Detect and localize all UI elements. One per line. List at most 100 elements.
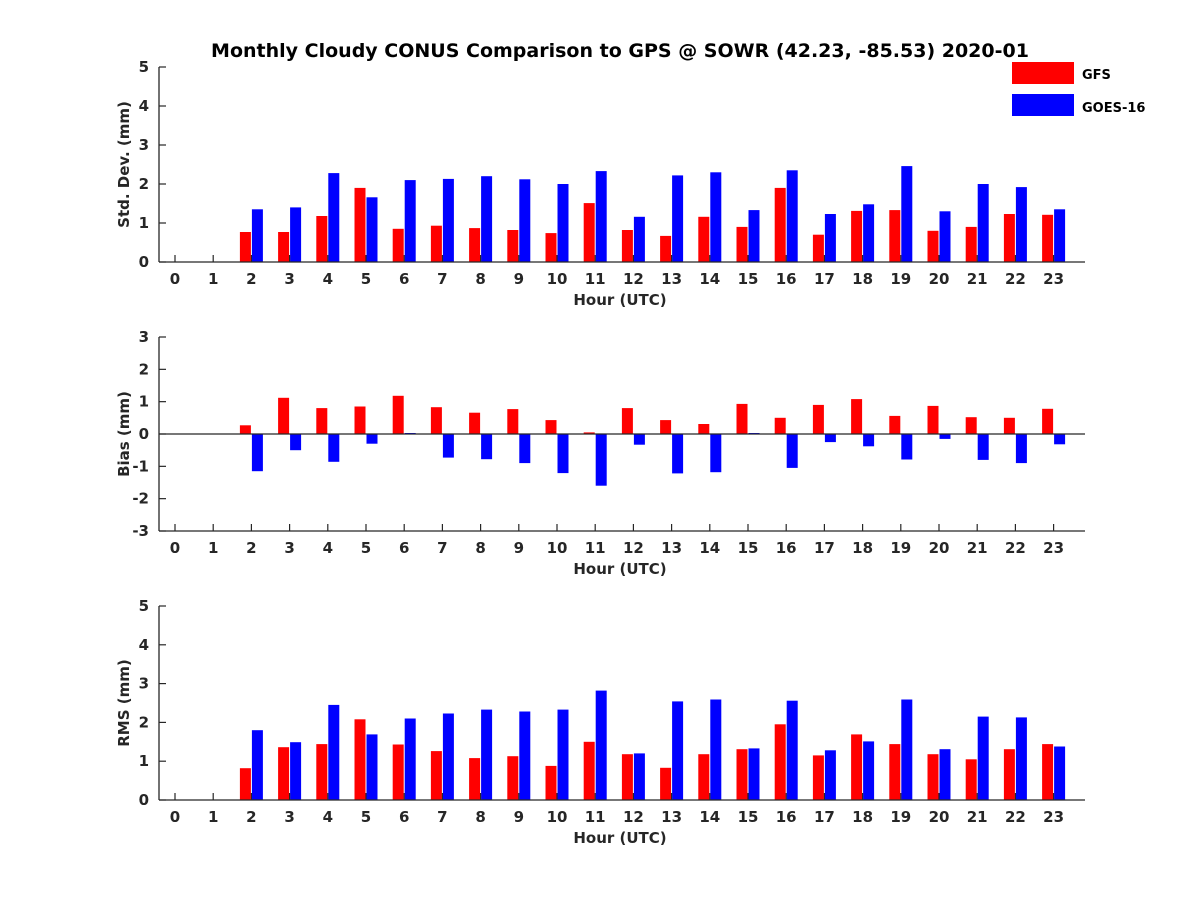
legend-label-goes16: GOES-16	[1082, 101, 1145, 116]
std-dev-xtick-label: 2	[246, 270, 256, 288]
rms-xtick-label: 20	[929, 808, 950, 826]
rms-bar-goes16-18	[863, 741, 875, 800]
bias-ytick-label: 3	[139, 328, 149, 346]
rms-bar-goes16-22	[1015, 717, 1027, 800]
std-dev-bar-goes16-2	[251, 209, 263, 262]
bias-xtick-label: 13	[661, 539, 682, 557]
std-dev-bar-gfs-2	[239, 232, 251, 262]
rms-xtick-label: 7	[437, 808, 447, 826]
bias-xtick-label: 11	[585, 539, 606, 557]
rms-xtick-label: 18	[852, 808, 873, 826]
rms-xtick-label: 19	[890, 808, 911, 826]
bias-bar-gfs-13	[660, 420, 672, 434]
bias-bar-gfs-14	[698, 424, 710, 434]
std-dev-xtick-label: 23	[1043, 270, 1064, 288]
rms-bar-gfs-22	[1003, 749, 1015, 800]
std-dev-bar-goes16-12	[633, 216, 645, 262]
rms-bar-gfs-8	[469, 758, 481, 800]
std-dev-bar-goes16-8	[481, 176, 493, 262]
std-dev-xtick-label: 17	[814, 270, 835, 288]
bias-bar-gfs-22	[1003, 417, 1015, 434]
rms-xtick-label: 15	[738, 808, 759, 826]
rms-xtick-label: 1	[208, 808, 218, 826]
rms-bar-gfs-14	[698, 754, 710, 800]
std-dev-xtick-label: 20	[929, 270, 950, 288]
std-dev-xtick-label: 1	[208, 270, 218, 288]
rms-ylabel: RMS (mm)	[115, 659, 133, 746]
rms-bar-goes16-2	[251, 730, 263, 800]
rms-bar-goes16-12	[633, 753, 645, 800]
rms-bar-gfs-9	[507, 756, 519, 800]
bias-bar-goes16-13	[672, 434, 684, 474]
rms-xtick-label: 2	[246, 808, 256, 826]
std-dev-bar-gfs-10	[545, 233, 557, 262]
rms-bar-goes16-20	[939, 749, 951, 800]
std-dev-xtick-label: 11	[585, 270, 606, 288]
std-dev-ytick-label: 3	[139, 136, 149, 154]
std-dev-bar-goes16-7	[442, 178, 454, 262]
rms-ytick-label: 0	[139, 791, 149, 809]
rms-ytick-label: 4	[139, 636, 149, 654]
rms-bar-gfs-6	[392, 744, 404, 800]
rms-bar-gfs-4	[316, 744, 328, 800]
std-dev-bar-goes16-18	[863, 204, 875, 262]
rms-bar-goes16-5	[366, 734, 378, 800]
bias-bar-goes16-18	[863, 434, 875, 447]
bias-bar-goes16-5	[366, 434, 378, 444]
std-dev-bar-gfs-13	[660, 235, 672, 262]
rms-bar-goes16-23	[1054, 746, 1066, 800]
std-dev-bar-goes16-23	[1054, 209, 1066, 262]
bias-ytick-label: -2	[132, 490, 149, 508]
rms-bar-gfs-23	[1042, 744, 1054, 800]
bias-xtick-label: 14	[699, 539, 720, 557]
rms-xlabel: Hour (UTC)	[573, 829, 666, 847]
rms-bar-gfs-2	[239, 768, 251, 800]
bias-bar-gfs-5	[354, 406, 366, 434]
legend-swatch-goes16	[1012, 94, 1074, 116]
rms-bar-gfs-10	[545, 765, 557, 800]
figure-title: Monthly Cloudy CONUS Comparison to GPS @…	[211, 40, 1029, 62]
rms-ytick-label: 1	[139, 752, 149, 770]
std-dev-bar-gfs-18	[851, 210, 863, 262]
legend: GFS GOES-16	[1012, 62, 1145, 116]
std-dev-ytick-label: 5	[139, 58, 149, 76]
bias-bar-goes16-9	[519, 434, 531, 464]
bias-bar-gfs-17	[812, 404, 824, 434]
std-dev-bar-goes16-16	[786, 170, 798, 262]
std-dev-xlabel: Hour (UTC)	[573, 291, 666, 309]
bias-xtick-label: 21	[967, 539, 988, 557]
bias-xtick-label: 23	[1043, 539, 1064, 557]
std-dev-bar-goes16-4	[328, 173, 340, 262]
std-dev-bar-gfs-14	[698, 216, 710, 262]
std-dev-bar-goes16-17	[824, 214, 836, 262]
rms-xtick-label: 16	[776, 808, 797, 826]
bias-xtick-label: 17	[814, 539, 835, 557]
rms-bar-goes16-14	[710, 699, 722, 800]
rms-bar-goes16-7	[442, 713, 454, 800]
std-dev-bar-gfs-11	[583, 203, 595, 262]
rms-bar-gfs-15	[736, 749, 748, 800]
bias-xtick-label: 8	[475, 539, 485, 557]
bias-ytick-label: 2	[139, 360, 149, 378]
rms-bar-goes16-21	[977, 716, 989, 800]
bias-bar-gfs-21	[965, 417, 977, 434]
rms-bar-gfs-18	[851, 734, 863, 800]
std-dev-ytick-label: 2	[139, 175, 149, 193]
rms-bar-gfs-3	[278, 747, 290, 800]
std-dev-bar-goes16-20	[939, 211, 951, 262]
std-dev-bar-gfs-23	[1042, 214, 1054, 262]
bias-bar-goes16-8	[481, 434, 493, 460]
std-dev-bar-gfs-22	[1003, 214, 1015, 262]
bias-bar-gfs-18	[851, 399, 863, 434]
rms-bar-gfs-16	[774, 724, 786, 800]
std-dev-bar-goes16-5	[366, 197, 378, 262]
std-dev-xtick-label: 18	[852, 270, 873, 288]
bias-bar-gfs-6	[392, 395, 404, 434]
bias-bar-goes16-11	[595, 434, 607, 486]
bias-xtick-label: 19	[890, 539, 911, 557]
legend-label-gfs: GFS	[1082, 68, 1111, 83]
rms-bar-gfs-7	[430, 751, 442, 800]
bias-xtick-label: 15	[738, 539, 759, 557]
rms-xtick-label: 12	[623, 808, 644, 826]
